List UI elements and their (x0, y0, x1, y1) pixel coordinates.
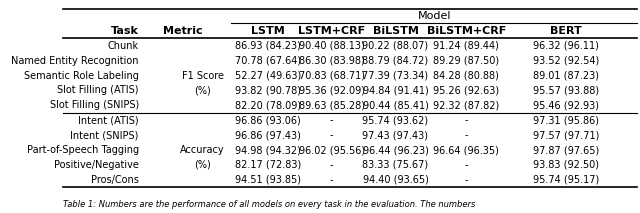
Text: Model: Model (417, 11, 451, 21)
Text: F1 Score: F1 Score (182, 71, 223, 81)
Text: BiLSTM+CRF: BiLSTM+CRF (426, 26, 506, 36)
Text: Positive/Negative: Positive/Negative (54, 160, 139, 170)
Text: BERT: BERT (550, 26, 582, 36)
Text: 91.24 (89.44): 91.24 (89.44) (433, 41, 499, 51)
Text: Metric: Metric (163, 26, 202, 36)
Text: 82.20 (78.09): 82.20 (78.09) (235, 100, 301, 110)
Text: 96.86 (97.43): 96.86 (97.43) (235, 130, 301, 140)
Text: 94.84 (91.41): 94.84 (91.41) (363, 85, 428, 95)
Text: LSTM: LSTM (251, 26, 285, 36)
Text: 95.74 (93.62): 95.74 (93.62) (362, 115, 429, 125)
Text: 96.02 (95.56): 96.02 (95.56) (299, 145, 365, 155)
Text: Table 1: Numbers are the performance of all models on every task in the evaluati: Table 1: Numbers are the performance of … (63, 200, 476, 209)
Text: 95.46 (92.93): 95.46 (92.93) (533, 100, 599, 110)
Text: 84.28 (80.88): 84.28 (80.88) (433, 71, 499, 81)
Text: 95.36 (92.09): 95.36 (92.09) (299, 85, 365, 95)
Text: -: - (330, 160, 333, 170)
Text: 89.63 (85.28): 89.63 (85.28) (299, 100, 365, 110)
Text: -: - (330, 175, 333, 185)
Text: Intent (SNIPS): Intent (SNIPS) (70, 130, 139, 140)
Text: 97.31 (95.86): 97.31 (95.86) (533, 115, 599, 125)
Text: -: - (465, 175, 468, 185)
Text: 90.44 (85.41): 90.44 (85.41) (362, 100, 428, 110)
Text: BiLSTM: BiLSTM (372, 26, 419, 36)
Text: 82.17 (72.83): 82.17 (72.83) (235, 160, 301, 170)
Text: 93.83 (92.50): 93.83 (92.50) (533, 160, 599, 170)
Text: 96.44 (96.23): 96.44 (96.23) (362, 145, 428, 155)
Text: 86.30 (83.98): 86.30 (83.98) (299, 56, 365, 66)
Text: LSTM+CRF: LSTM+CRF (298, 26, 365, 36)
Text: 94.98 (94.32): 94.98 (94.32) (235, 145, 301, 155)
Text: 96.32 (96.11): 96.32 (96.11) (533, 41, 599, 51)
Text: 94.51 (93.85): 94.51 (93.85) (235, 175, 301, 185)
Text: 97.87 (97.65): 97.87 (97.65) (532, 145, 599, 155)
Text: Slot Filling (SNIPS): Slot Filling (SNIPS) (49, 100, 139, 110)
Text: 95.74 (95.17): 95.74 (95.17) (532, 175, 599, 185)
Text: (%): (%) (194, 160, 211, 170)
Text: Pros/Cons: Pros/Cons (91, 175, 139, 185)
Text: Accuracy: Accuracy (180, 145, 225, 155)
Text: Semantic Role Labeling: Semantic Role Labeling (24, 71, 139, 81)
Text: 89.29 (87.50): 89.29 (87.50) (433, 56, 499, 66)
Text: -: - (330, 130, 333, 140)
Text: 83.33 (75.67): 83.33 (75.67) (362, 160, 429, 170)
Text: Named Entity Recognition: Named Entity Recognition (12, 56, 139, 66)
Text: 92.32 (87.82): 92.32 (87.82) (433, 100, 499, 110)
Text: Slot Filling (ATIS): Slot Filling (ATIS) (57, 85, 139, 95)
Text: 86.93 (84.23): 86.93 (84.23) (235, 41, 301, 51)
Text: 90.22 (88.07): 90.22 (88.07) (362, 41, 429, 51)
Text: 97.57 (97.71): 97.57 (97.71) (532, 130, 599, 140)
Text: 52.27 (49.63): 52.27 (49.63) (235, 71, 301, 81)
Text: 88.79 (84.72): 88.79 (84.72) (362, 56, 429, 66)
Text: 93.82 (90.78): 93.82 (90.78) (235, 85, 301, 95)
Text: 96.86 (93.06): 96.86 (93.06) (235, 115, 301, 125)
Text: Part-of-Speech Tagging: Part-of-Speech Tagging (27, 145, 139, 155)
Text: 90.40 (88.13): 90.40 (88.13) (299, 41, 365, 51)
Text: 96.64 (96.35): 96.64 (96.35) (433, 145, 499, 155)
Text: (%): (%) (194, 85, 211, 95)
Text: 97.43 (97.43): 97.43 (97.43) (362, 130, 428, 140)
Text: Intent (ATIS): Intent (ATIS) (78, 115, 139, 125)
Text: 95.57 (93.88): 95.57 (93.88) (532, 85, 599, 95)
Text: 89.01 (87.23): 89.01 (87.23) (533, 71, 599, 81)
Text: -: - (465, 115, 468, 125)
Text: -: - (465, 130, 468, 140)
Text: 77.39 (73.34): 77.39 (73.34) (362, 71, 429, 81)
Text: 70.83 (68.71): 70.83 (68.71) (299, 71, 365, 81)
Text: Chunk: Chunk (108, 41, 139, 51)
Text: -: - (330, 115, 333, 125)
Text: Task: Task (111, 26, 139, 36)
Text: 95.26 (92.63): 95.26 (92.63) (433, 85, 499, 95)
Text: 94.40 (93.65): 94.40 (93.65) (362, 175, 428, 185)
Text: -: - (465, 160, 468, 170)
Text: 93.52 (92.54): 93.52 (92.54) (532, 56, 599, 66)
Text: 70.78 (67.64): 70.78 (67.64) (235, 56, 301, 66)
